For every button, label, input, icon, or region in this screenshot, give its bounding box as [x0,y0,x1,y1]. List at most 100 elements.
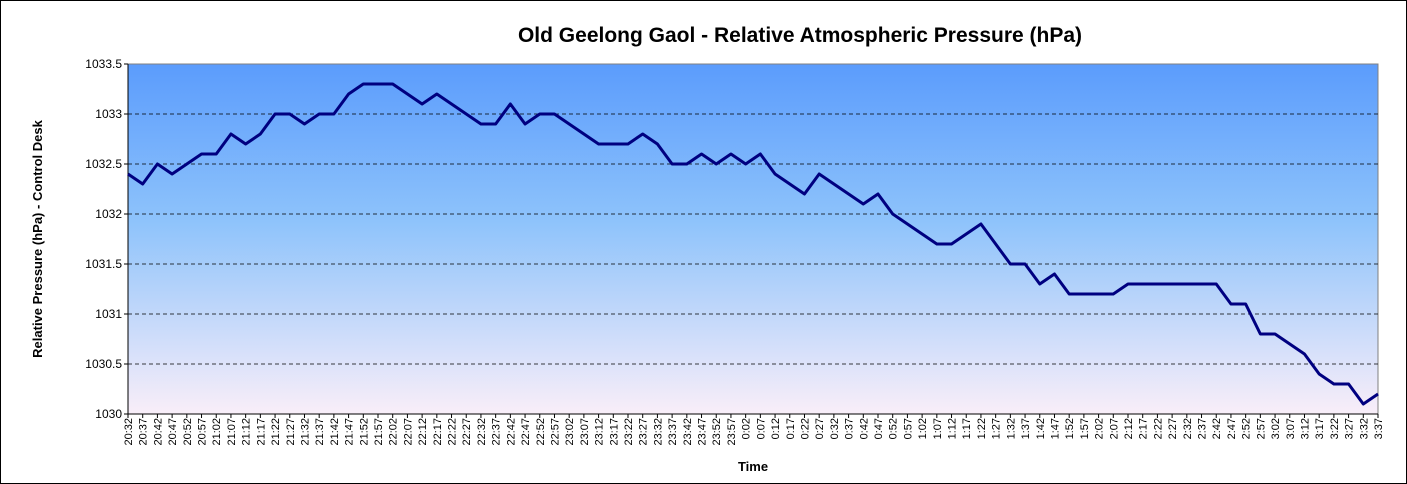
x-tick-label: 0:02 [741,418,753,439]
x-tick-label: 23:52 [711,418,723,446]
x-tick-label: 3:17 [1314,418,1326,439]
x-tick-label: 22:02 [388,418,400,446]
x-tick-label: 2:22 [1152,418,1164,439]
x-tick-label: 23:02 [564,418,576,446]
x-tick-label: 1:42 [1035,418,1047,439]
x-tick-label: 3:37 [1373,418,1385,439]
x-tick-label: 1:22 [976,418,988,439]
x-tick-label: 22:42 [505,418,517,446]
x-tick-label: 0:57 [902,418,914,439]
x-tick-label: 23:22 [623,418,635,446]
x-tick-label: 1:47 [1049,418,1061,439]
x-tick-label: 1:57 [1079,418,1091,439]
y-axis-label: Relative Pressure (hPa) - Control Desk [30,119,45,357]
x-tick-label: 2:37 [1197,418,1209,439]
x-tick-label: 20:52 [182,418,194,446]
x-tick-label: 21:57 [373,418,385,446]
x-tick-label: 20:42 [152,418,164,446]
x-tick-label: 3:07 [1285,418,1297,439]
x-tick-label: 23:47 [697,418,709,446]
x-tick-label: 2:32 [1182,418,1194,439]
x-tick-label: 22:52 [535,418,547,446]
x-axis-label: Time [738,459,768,474]
x-tick-label: 22:37 [491,418,503,446]
x-tick-label: 21:32 [299,418,311,446]
x-tick-label: 20:32 [123,418,135,446]
x-tick-label: 23:57 [726,418,738,446]
x-tick-label: 2:57 [1255,418,1267,439]
x-tick-label: 20:47 [167,418,179,446]
y-tick-label: 1032.5 [85,157,122,171]
x-tick-label: 2:17 [1138,418,1150,439]
x-tick-label: 0:37 [844,418,856,439]
x-tick-label: 0:17 [785,418,797,439]
x-tick-label: 21:37 [314,418,326,446]
x-tick-label: 21:42 [329,418,341,446]
x-tick-label: 0:42 [858,418,870,439]
x-tick-label: 3:12 [1299,418,1311,439]
x-tick-label: 23:17 [608,418,620,446]
x-tick-label: 3:02 [1270,418,1282,439]
x-tick-label: 0:12 [770,418,782,439]
x-tick-label: 21:02 [211,418,223,446]
y-tick-label: 1031 [95,307,122,321]
y-tick-label: 1032 [95,207,122,221]
x-tick-label: 23:27 [638,418,650,446]
x-tick-label: 3:27 [1344,418,1356,439]
x-tick-label: 1:17 [961,418,973,439]
x-tick-label: 21:22 [270,418,282,446]
x-tick-label: 22:07 [402,418,414,446]
y-tick-label: 1033 [95,107,122,121]
y-tick-label: 1033.5 [85,57,122,71]
x-tick-label: 2:52 [1241,418,1253,439]
x-tick-label: 3:32 [1358,418,1370,439]
x-tick-label: 2:07 [1108,418,1120,439]
x-tick-label: 22:12 [417,418,429,446]
x-tick-label: 1:32 [1005,418,1017,439]
x-tick-label: 21:52 [358,418,370,446]
x-tick-label: 23:42 [682,418,694,446]
x-tick-label: 22:27 [461,418,473,446]
x-tick-label: 0:47 [873,418,885,439]
x-tick-label: 0:27 [814,418,826,439]
x-tick-label: 21:12 [241,418,253,446]
x-tick-label: 23:37 [667,418,679,446]
x-tick-label: 0:07 [755,418,767,439]
x-tick-label: 21:07 [226,418,238,446]
x-tick-label: 21:47 [344,418,356,446]
x-tick-label: 23:32 [652,418,664,446]
x-tick-label: 23:12 [594,418,606,446]
x-tick-label: 1:12 [947,418,959,439]
x-tick-label: 1:07 [932,418,944,439]
x-tick-label: 22:32 [476,418,488,446]
x-tick-label: 2:12 [1123,418,1135,439]
x-tick-label: 2:42 [1211,418,1223,439]
x-tick-label: 23:07 [579,418,591,446]
x-tick-label: 2:02 [1094,418,1106,439]
x-tick-label: 20:57 [197,418,209,446]
x-tick-label: 1:52 [1064,418,1076,439]
x-tick-label: 1:37 [1020,418,1032,439]
x-tick-label: 22:17 [432,418,444,446]
chart-title: Old Geelong Gaol - Relative Atmospheric … [518,24,1082,47]
x-tick-label: 22:22 [447,418,459,446]
x-tick-label: 22:57 [549,418,561,446]
x-tick-label: 21:17 [255,418,267,446]
x-tick-label: 22:47 [520,418,532,446]
data-line [127,82,1379,406]
y-tick-label: 1030.5 [85,357,122,371]
x-tick-label: 21:27 [285,418,297,446]
x-tick-label: 3:22 [1329,418,1341,439]
x-tick-label: 2:27 [1167,418,1179,439]
y-tick-label: 1031.5 [85,257,122,271]
x-tick-label: 0:52 [888,418,900,439]
x-tick-label: 20:37 [138,418,150,446]
plot-area [127,63,1379,415]
x-tick-label: 1:02 [917,418,929,439]
x-tick-label: 0:22 [799,418,811,439]
x-tick-label: 1:27 [991,418,1003,439]
y-tick-label: 1030 [95,407,122,421]
x-tick-label: 2:47 [1226,418,1238,439]
x-tick-label: 0:32 [829,418,841,439]
